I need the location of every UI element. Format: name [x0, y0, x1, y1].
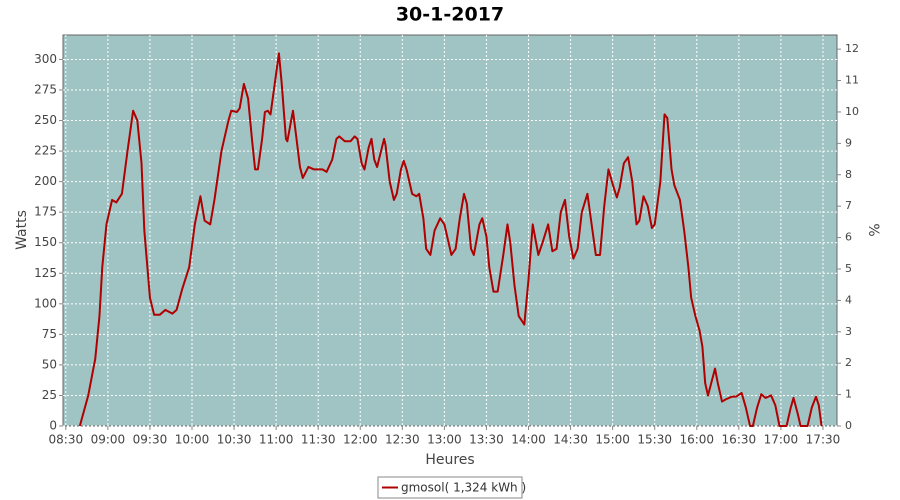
x-tick-label: 17:00 [764, 433, 799, 447]
x-tick-label: 11:00 [259, 433, 294, 447]
legend-label: gmosol( 1,324 kWh ) [401, 481, 526, 495]
y-tick-label: 25 [42, 388, 57, 402]
y-tick-label: 175 [34, 205, 57, 219]
x-tick-label: 11:30 [301, 433, 336, 447]
x-tick-label: 10:00 [175, 433, 210, 447]
y2-tick-label: 2 [845, 356, 852, 369]
y-tick-label: 125 [34, 266, 57, 280]
x-tick-label: 17:30 [806, 433, 841, 447]
y2-tick-label: 8 [845, 168, 852, 181]
y-tick-label: 75 [42, 327, 57, 341]
x-tick-label: 12:00 [343, 433, 378, 447]
x-tick-label: 09:30 [133, 433, 168, 447]
y-tick-label: 250 [34, 113, 57, 127]
x-tick-label: 13:30 [469, 433, 504, 447]
y2-tick-label: 9 [845, 136, 852, 149]
y-tick-label: 150 [34, 235, 57, 249]
y-tick-label: 50 [42, 357, 57, 371]
data-line [78, 52, 823, 427]
y-tick-label: 300 [34, 52, 57, 66]
y2-tick-label: 12 [845, 42, 859, 55]
y2-tick-label: 4 [845, 293, 852, 306]
x-axis-title: Heures [425, 452, 474, 468]
y-tick-label: 0 [49, 419, 57, 433]
y2-tick-label: 7 [845, 199, 852, 212]
y-tick-label: 225 [34, 144, 57, 158]
y2-tick-label: 10 [845, 105, 859, 118]
legend: gmosol( 1,324 kWh ) [377, 476, 526, 499]
x-tick-label: 08:30 [49, 433, 84, 447]
x-tick-label: 15:30 [637, 433, 672, 447]
y-tick-label: 100 [34, 296, 57, 310]
y-tick-label: 275 [34, 82, 57, 96]
y2-tick-label: 5 [845, 262, 852, 275]
x-tick-label: 09:00 [91, 433, 126, 447]
chart-title: 30-1-2017 [396, 4, 504, 26]
y2-tick-label: 0 [845, 419, 852, 432]
y2-tick-label: 1 [845, 388, 852, 401]
x-tick-label: 14:30 [553, 433, 588, 447]
y-tick-label: 200 [34, 174, 57, 188]
y-axis-title: Watts [14, 210, 30, 250]
plot-area [62, 34, 838, 427]
x-tick-label: 16:30 [722, 433, 757, 447]
x-tick-label: 14:00 [511, 433, 546, 447]
y2-axis-title: % [865, 223, 881, 236]
y2-tick-label: 11 [845, 74, 859, 87]
x-tick-label: 15:00 [595, 433, 630, 447]
y2-tick-label: 6 [845, 231, 852, 244]
x-tick-label: 12:30 [385, 433, 420, 447]
x-tick-label: 10:30 [217, 433, 252, 447]
y2-tick-label: 3 [845, 325, 852, 338]
x-tick-label: 13:00 [427, 433, 462, 447]
x-tick-label: 16:00 [679, 433, 714, 447]
legend-box [377, 476, 523, 499]
